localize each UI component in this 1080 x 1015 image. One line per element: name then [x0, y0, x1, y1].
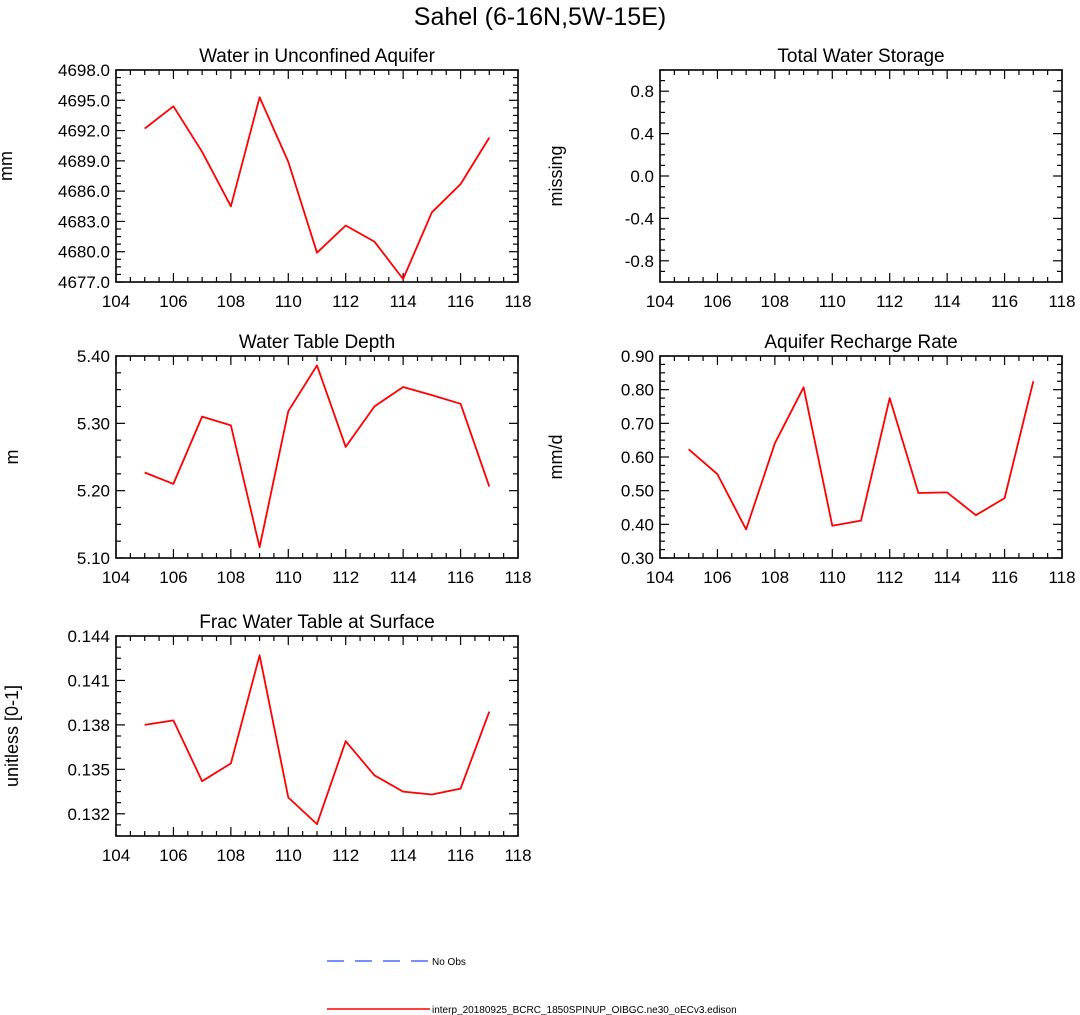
figure-title: Sahel (6-16N,5W-15E)	[414, 3, 666, 31]
x-tick-label: 118	[1048, 568, 1075, 587]
y-tick-label: 0.0	[630, 167, 654, 186]
y-axis-label: missing	[546, 145, 566, 206]
y-tick-label: 5.10	[77, 549, 110, 568]
x-tick-label: 114	[390, 292, 417, 311]
x-tick-label: 112	[876, 568, 903, 587]
y-tick-label: 0.50	[621, 482, 654, 501]
y-tick-label: 0.40	[621, 515, 654, 534]
y-tick-label: 0.8	[630, 82, 654, 101]
plot-frame	[115, 355, 519, 559]
x-tick-label: 108	[761, 292, 789, 311]
x-tick-label: 112	[332, 846, 359, 865]
x-tick-label: 110	[275, 292, 302, 311]
y-tick-label: 4680.0	[58, 243, 110, 262]
y-tick-label: 4692.0	[58, 122, 110, 141]
x-tick-label: 112	[332, 292, 359, 311]
panel-title: Aquifer Recharge Rate	[764, 332, 957, 353]
x-tick-label: 106	[159, 568, 187, 587]
y-tick-label: 0.4	[630, 125, 654, 144]
x-tick-label: 110	[819, 568, 846, 587]
x-tick-label: 114	[934, 292, 961, 311]
chart-panel: Total Water Storage missing 104 106 108 110 11…	[546, 46, 1076, 311]
x-tick-label: 104	[646, 568, 674, 587]
chart-panel: Aquifer Recharge Rate mm/d 104 106 108 110 112…	[546, 332, 1076, 587]
y-tick-label: 4677.0	[58, 273, 110, 292]
panel-title: Water Table Depth	[239, 332, 395, 353]
y-tick-label: 0.90	[621, 347, 654, 366]
y-tick-label: 0.80	[621, 381, 654, 400]
series-line	[144, 96, 491, 280]
y-tick-label: 0.144	[67, 627, 110, 646]
x-tick-label: 104	[102, 568, 130, 587]
x-tick-label: 106	[703, 292, 731, 311]
y-tick-label: 4698.0	[58, 61, 110, 80]
y-axis-label: mm/d	[546, 435, 566, 480]
x-tick-label: 116	[447, 846, 474, 865]
legend-obs-label: No Obs	[432, 957, 466, 968]
x-tick-label: 110	[275, 568, 302, 587]
x-tick-label: 106	[159, 846, 187, 865]
y-tick-label: 0.60	[621, 448, 654, 467]
series-line	[144, 654, 491, 825]
x-tick-label: 106	[703, 568, 731, 587]
y-tick-label: -0.4	[625, 209, 654, 228]
x-tick-label: 118	[1048, 292, 1075, 311]
y-tick-label: 0.132	[67, 805, 110, 824]
x-tick-label: 110	[275, 846, 302, 865]
x-tick-label: 104	[646, 292, 674, 311]
y-tick-label: 4689.0	[58, 152, 110, 171]
x-tick-label: 106	[159, 292, 187, 311]
y-axis-label: unitless [0-1]	[2, 685, 22, 787]
x-tick-label: 108	[217, 292, 245, 311]
x-tick-label: 104	[102, 846, 130, 865]
y-tick-label: 4695.0	[58, 91, 110, 110]
y-tick-label: 0.30	[621, 549, 654, 568]
panels: Water in Unconfined Aquifer mm 104 106 108 11…	[0, 46, 1076, 865]
x-tick-label: 114	[934, 568, 961, 587]
x-tick-label: 116	[447, 568, 474, 587]
y-tick-label: 5.20	[77, 482, 110, 501]
x-tick-label: 118	[504, 292, 531, 311]
y-tick-label: 4686.0	[58, 182, 110, 201]
x-tick-label: 108	[217, 568, 245, 587]
y-tick-label: 0.138	[67, 716, 110, 735]
plot-frame	[659, 355, 1063, 559]
legend: No Obs interp_20180925_BCRC_1850SPINUP_O…	[327, 957, 737, 1015]
x-tick-label: 116	[991, 292, 1018, 311]
panel-title: Water in Unconfined Aquifer	[199, 46, 436, 67]
y-tick-label: 5.40	[77, 347, 110, 366]
panel-title: Total Water Storage	[777, 46, 944, 67]
series-line	[144, 364, 491, 549]
x-tick-label: 118	[504, 568, 531, 587]
x-tick-label: 108	[761, 568, 789, 587]
y-tick-label: -0.8	[625, 252, 654, 271]
x-tick-label: 116	[447, 292, 474, 311]
y-axis-label: mm	[0, 151, 16, 181]
y-tick-label: 5.30	[77, 414, 110, 433]
x-tick-label: 104	[102, 292, 130, 311]
x-tick-label: 116	[991, 568, 1018, 587]
x-tick-label: 114	[390, 568, 417, 587]
x-tick-label: 110	[819, 292, 846, 311]
plot-frame	[659, 69, 1063, 283]
chart-panel: Water in Unconfined Aquifer mm 104 106 108 11…	[0, 46, 532, 311]
chart-panel: Frac Water Table at Surface unitless [0-1…	[2, 612, 532, 865]
y-tick-label: 0.141	[67, 671, 110, 690]
y-tick-label: 0.135	[67, 760, 110, 779]
plot-frame	[115, 635, 519, 837]
y-tick-label: 0.70	[621, 414, 654, 433]
x-tick-label: 112	[876, 292, 903, 311]
y-axis-label: m	[2, 450, 22, 465]
chart-panel: Water Table Depth m 104 106 108 110 112 114 116 1…	[2, 332, 532, 587]
panel-title: Frac Water Table at Surface	[199, 612, 435, 633]
x-tick-label: 114	[390, 846, 417, 865]
legend-model-label: interp_20180925_BCRC_1850SPINUP_OIBGC.ne…	[432, 1005, 737, 1015]
x-tick-label: 118	[504, 846, 531, 865]
x-tick-label: 108	[217, 846, 245, 865]
y-tick-label: 4683.0	[58, 212, 110, 231]
series-line	[688, 381, 1035, 531]
x-tick-label: 112	[332, 568, 359, 587]
